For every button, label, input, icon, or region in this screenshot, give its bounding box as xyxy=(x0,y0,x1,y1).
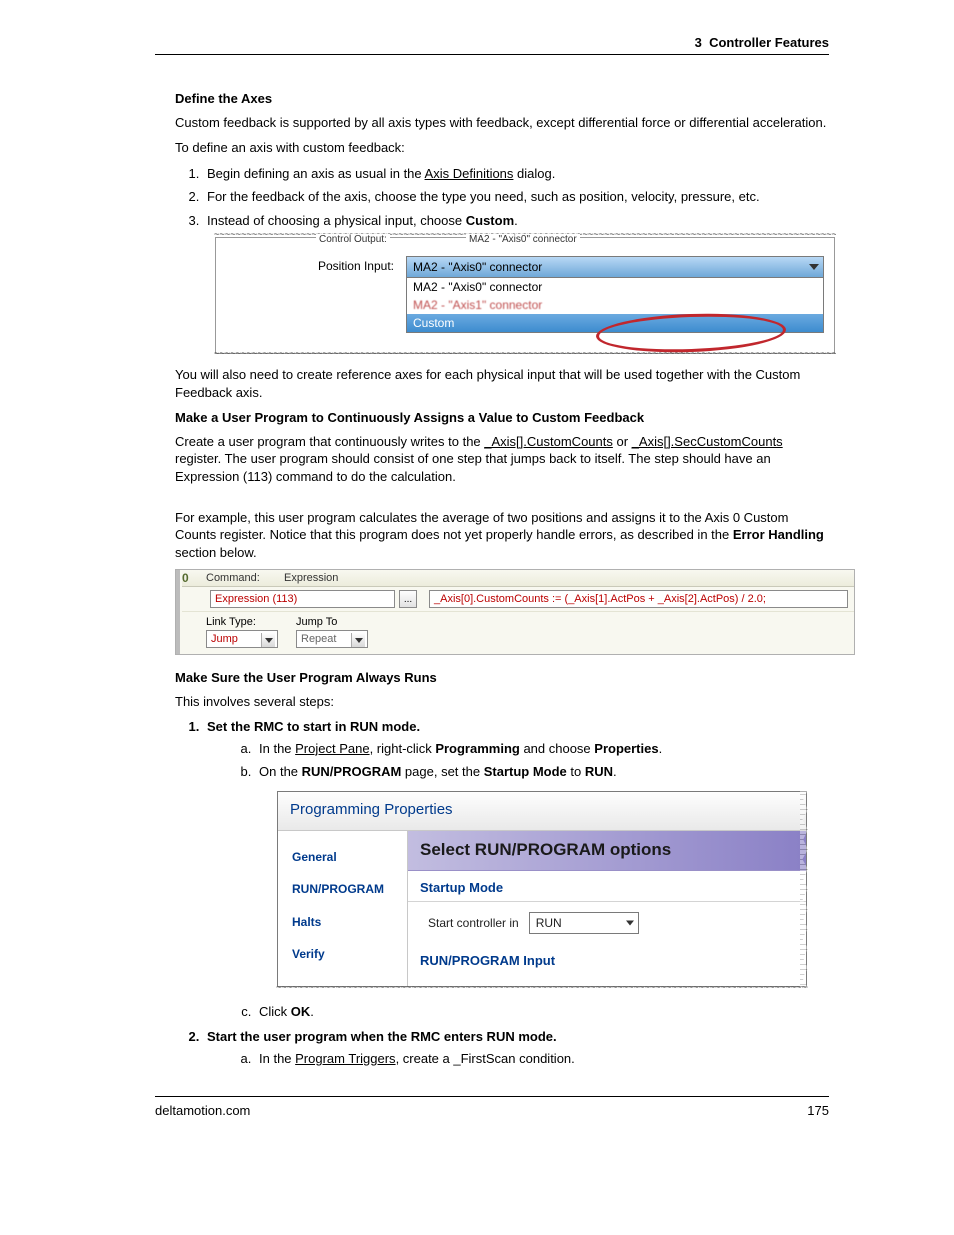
make-program-p1: Create a user program that continuously … xyxy=(175,433,829,486)
nav-verify[interactable]: Verify xyxy=(278,938,407,970)
chevron-down-icon xyxy=(626,920,634,925)
chapter-number: 3 xyxy=(695,35,702,50)
run-step-1c: Click OK. xyxy=(255,1003,829,1021)
panel-heading: Select RUN/PROGRAM options xyxy=(408,831,806,871)
position-input-selected: MA2 - "Axis0" connector xyxy=(413,260,542,274)
run-steps-list: Set the RMC to start in RUN mode. In the… xyxy=(175,718,829,1067)
dialog-title: Programming Properties xyxy=(278,792,806,831)
programming-properties-screenshot: Programming Properties General RUN/PROGR… xyxy=(277,791,807,987)
command-field[interactable]: Expression (113) xyxy=(210,590,395,608)
sec-custom-counts-link[interactable]: _Axis[].SecCustomCounts xyxy=(632,434,783,449)
nav-run-program[interactable]: RUN/PROGRAM xyxy=(278,873,407,905)
footer-page: 175 xyxy=(807,1103,829,1118)
run-step-1a: In the Project Pane, right-click Program… xyxy=(255,740,829,758)
always-runs-title: Make Sure the User Program Always Runs xyxy=(175,669,829,687)
define-p2: To define an axis with custom feedback: xyxy=(175,139,829,157)
after-shot1-para: You will also need to create reference a… xyxy=(175,366,829,401)
jump-to-combo[interactable]: Repeat xyxy=(296,630,368,648)
define-p1: Custom feedback is supported by all axis… xyxy=(175,114,829,132)
page-footer: deltamotion.com 175 xyxy=(155,1096,829,1118)
make-program-p2: For example, this user program calculate… xyxy=(175,509,829,562)
run-program-input-heading: RUN/PROGRAM Input xyxy=(408,944,806,974)
position-input-label: Position Input: xyxy=(226,256,406,273)
link-type-combo[interactable]: Jump xyxy=(206,630,278,648)
program-triggers-link[interactable]: Program Triggers xyxy=(295,1051,395,1066)
expression-label: Expression xyxy=(274,572,848,584)
nav-halts[interactable]: Halts xyxy=(278,906,407,938)
make-program-title: Make a User Program to Continuously Assi… xyxy=(175,409,829,427)
command-label: Command: xyxy=(186,572,256,584)
chapter-title: Controller Features xyxy=(709,35,829,50)
screenshot-torn-edge-right xyxy=(800,790,808,988)
nav-general[interactable]: General xyxy=(278,841,407,873)
position-input-combo[interactable]: MA2 - "Axis0" connector xyxy=(406,256,824,278)
define-step-3: Instead of choosing a physical input, ch… xyxy=(203,212,829,230)
define-step-2: For the feedback of the axis, choose the… xyxy=(203,188,829,206)
dialog-nav: General RUN/PROGRAM Halts Verify xyxy=(278,831,408,986)
define-steps: Begin defining an axis as usual in the A… xyxy=(175,165,829,230)
screenshot-torn-edge-bottom xyxy=(276,982,808,992)
command-browse-button[interactable]: ... xyxy=(399,590,417,608)
define-step-1: Begin defining an axis as usual in the A… xyxy=(203,165,829,183)
clip-text-left: Control Output: xyxy=(316,234,390,245)
clip-text-right: MA2 - "Axis0" connector xyxy=(466,234,580,245)
run-step-1b: On the RUN/PROGRAM page, set the Startup… xyxy=(255,763,829,781)
run-step-2a: In the Program Triggers, create a _First… xyxy=(255,1050,829,1068)
dropdown-option-axis0[interactable]: MA2 - "Axis0" connector xyxy=(407,278,823,296)
chevron-down-icon xyxy=(261,633,275,647)
step-number: 0 xyxy=(182,571,189,585)
jump-to-label: Jump To xyxy=(296,616,368,628)
startup-mode-heading: Startup Mode xyxy=(408,871,806,902)
startup-mode-label: Start controller in xyxy=(428,915,519,931)
link-type-label: Link Type: xyxy=(206,616,278,628)
footer-site: deltamotion.com xyxy=(155,1103,250,1118)
position-input-dropdown: MA2 - "Axis0" connector MA2 - "Axis1" co… xyxy=(406,278,824,333)
dropdown-option-custom[interactable]: Custom xyxy=(407,314,823,332)
position-input-screenshot: Control Output: MA2 - "Axis0" connector … xyxy=(215,237,835,354)
project-pane-link[interactable]: Project Pane xyxy=(295,741,369,756)
always-runs-p1: This involves several steps: xyxy=(175,693,829,711)
custom-counts-link[interactable]: _Axis[].CustomCounts xyxy=(484,434,613,449)
run-step-2: Start the user program when the RMC ente… xyxy=(203,1028,829,1067)
dropdown-option-axis1[interactable]: MA2 - "Axis1" connector xyxy=(407,296,823,314)
axis-definitions-link[interactable]: Axis Definitions xyxy=(425,166,514,181)
chevron-down-icon xyxy=(351,633,365,647)
page-header: 3 Controller Features xyxy=(155,35,829,55)
screenshot-torn-edge-bottom xyxy=(214,349,836,363)
define-axes-title: Define the Axes xyxy=(175,90,829,108)
expression-field[interactable]: _Axis[0].CustomCounts := (_Axis[1].ActPo… xyxy=(429,590,848,608)
chevron-down-icon xyxy=(809,264,819,270)
user-program-step-screenshot: 0 Command: Expression Expression (113) .… xyxy=(175,569,855,655)
run-step-1: Set the RMC to start in RUN mode. In the… xyxy=(203,718,829,1020)
startup-mode-combo[interactable]: RUN xyxy=(529,912,639,934)
